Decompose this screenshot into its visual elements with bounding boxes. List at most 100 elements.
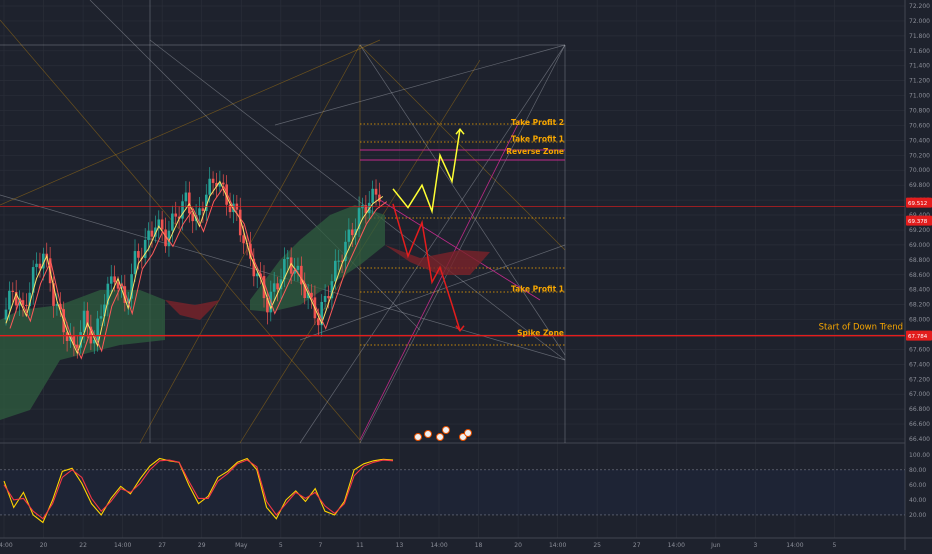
- candle-body: [266, 298, 269, 313]
- price-tick-label: 72.000: [909, 18, 930, 25]
- price-tag-label: 67.784: [908, 334, 928, 340]
- price-tick-label: 66.800: [909, 406, 930, 413]
- candle-body: [4, 309, 8, 320]
- candle-body: [181, 201, 184, 219]
- time-tick-label: 5: [279, 542, 283, 549]
- fan-line: [359, 44, 566, 356]
- time-tick-label: 13: [396, 542, 404, 549]
- price-tick-label: 67.400: [909, 361, 930, 368]
- candle-body: [252, 258, 256, 277]
- price-tick-label: 68.400: [909, 287, 930, 294]
- scenario-path-red: [392, 203, 461, 331]
- candle-body: [283, 259, 286, 280]
- candle-body: [92, 340, 96, 344]
- price-tick-label: 66.400: [909, 436, 930, 443]
- time-tick-label: 7: [318, 542, 322, 549]
- candle-body: [150, 230, 154, 237]
- candle-body: [310, 292, 313, 298]
- time-tick-label: 27: [633, 542, 641, 549]
- candle-body: [357, 208, 361, 230]
- candle-body: [75, 344, 79, 348]
- candle-body: [14, 291, 18, 306]
- candle-body: [96, 318, 99, 341]
- candle-body: [238, 209, 242, 236]
- candle-body: [123, 286, 127, 303]
- price-tick-label: 66.600: [909, 421, 930, 428]
- candle-body: [364, 205, 368, 214]
- candle-body: [113, 276, 116, 283]
- price-tick-label: 70.200: [909, 152, 930, 159]
- time-tick-label: 20: [40, 542, 48, 549]
- candle-body: [8, 290, 11, 310]
- candle-body: [18, 300, 21, 306]
- candle-body: [147, 230, 150, 240]
- candle-body: [59, 303, 62, 310]
- candle-body: [272, 283, 276, 292]
- time-tick-label: 29: [198, 542, 206, 549]
- time-tick-label: 11: [356, 542, 364, 549]
- candle-body: [133, 251, 137, 275]
- stoch-tick-label: 100.00: [909, 452, 930, 459]
- time-axis[interactable]: 14:00 20 22 14:00 27 29 May 5 7 11 13 14:00 18 20 14:0…: [0, 542, 837, 549]
- candle-body: [218, 182, 222, 187]
- candle-body: [11, 290, 15, 292]
- candle-body: [174, 213, 178, 217]
- event-icon: [424, 430, 432, 438]
- annotation-label: Take Profit 1: [511, 134, 564, 143]
- stochastic-pane: 100.00 80.00 60.00 40.00 20.00: [0, 452, 930, 524]
- candle-body: [28, 292, 32, 306]
- scenario-paths: [392, 127, 465, 332]
- candle-body: [116, 282, 120, 289]
- candle-body: [167, 230, 171, 247]
- candle-body: [337, 260, 340, 262]
- stoch-line-k: [3, 457, 394, 524]
- stoch-tick-label: 20.00: [909, 512, 926, 519]
- fan-line: [89, 0, 421, 331]
- time-tick-label: 3: [753, 542, 757, 549]
- moving-average-lines: [5, 180, 388, 360]
- candle-body: [164, 229, 167, 247]
- candle-body: [55, 303, 59, 306]
- candle-body: [354, 229, 357, 236]
- candle-body: [103, 304, 106, 317]
- price-axis[interactable]: 72.200 72.000 71.800 71.600 71.400 71.200 71.0…: [906, 3, 932, 443]
- annotation-label: Take Profit 1: [511, 284, 564, 293]
- stoch-line-d: [3, 459, 394, 520]
- fan-line: [359, 44, 566, 444]
- candle-body: [52, 283, 55, 306]
- candle-body: [279, 279, 283, 290]
- candle-body: [35, 263, 38, 268]
- candle-body: [317, 318, 320, 326]
- fan-line: [274, 44, 566, 126]
- fan-line: [299, 244, 566, 341]
- candle-body: [154, 227, 157, 237]
- candle-body: [228, 204, 232, 213]
- fan-line: [0, 39, 381, 206]
- price-tag: [906, 330, 932, 341]
- annotation-label: Start of Down Trend: [819, 322, 903, 332]
- price-tick-label: 69.000: [909, 242, 930, 249]
- annotation-label: Reverse Zone: [506, 147, 564, 156]
- price-tick-label: 68.200: [909, 302, 930, 309]
- price-tick-label: 71.400: [909, 63, 930, 70]
- candle-body: [99, 316, 103, 319]
- price-tick-label: 72.200: [909, 3, 930, 10]
- candle-body: [25, 304, 28, 306]
- ichimoku-cloud-red: [165, 300, 220, 320]
- candle-body: [184, 192, 188, 202]
- time-tick-label: 18: [475, 542, 483, 549]
- candle-body: [201, 208, 205, 211]
- candle-body: [327, 295, 330, 299]
- candle-body: [340, 260, 344, 262]
- price-tick-label: 70.800: [909, 108, 930, 115]
- candle-body: [137, 251, 140, 258]
- stoch-band: [0, 469, 905, 515]
- annotation-labels: Take Profit 2 Take Profit 1 Reverse Zone Ta…: [506, 118, 903, 338]
- time-tick-label: 14:00: [114, 542, 131, 549]
- ma-line-yellow: [5, 180, 384, 355]
- magenta-diagonal: [359, 119, 521, 441]
- candle-body: [130, 274, 133, 299]
